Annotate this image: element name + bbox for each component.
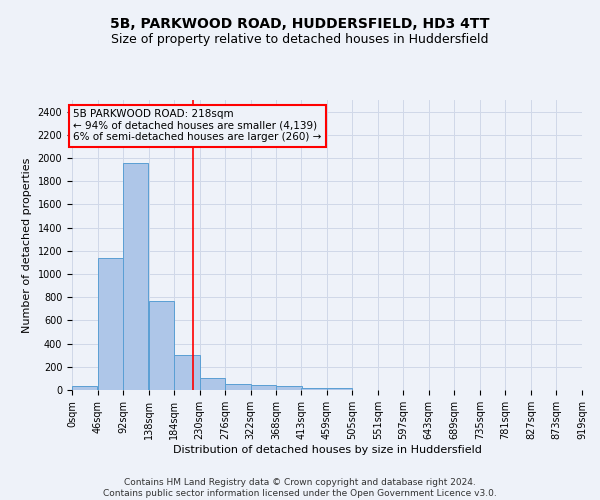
Text: Contains HM Land Registry data © Crown copyright and database right 2024.
Contai: Contains HM Land Registry data © Crown c… — [103, 478, 497, 498]
Bar — [327, 388, 352, 390]
X-axis label: Distribution of detached houses by size in Huddersfield: Distribution of detached houses by size … — [173, 444, 481, 454]
Text: Size of property relative to detached houses in Huddersfield: Size of property relative to detached ho… — [111, 32, 489, 46]
Bar — [98, 258, 123, 390]
Bar — [277, 386, 302, 390]
Bar — [72, 386, 97, 390]
Bar — [149, 300, 174, 390]
Bar — [251, 385, 276, 390]
Bar — [123, 162, 148, 390]
Bar — [174, 355, 199, 390]
Bar — [226, 384, 251, 390]
Bar — [301, 388, 326, 390]
Bar — [200, 378, 225, 390]
Text: 5B PARKWOOD ROAD: 218sqm
← 94% of detached houses are smaller (4,139)
6% of semi: 5B PARKWOOD ROAD: 218sqm ← 94% of detach… — [73, 110, 322, 142]
Y-axis label: Number of detached properties: Number of detached properties — [22, 158, 32, 332]
Text: 5B, PARKWOOD ROAD, HUDDERSFIELD, HD3 4TT: 5B, PARKWOOD ROAD, HUDDERSFIELD, HD3 4TT — [110, 18, 490, 32]
